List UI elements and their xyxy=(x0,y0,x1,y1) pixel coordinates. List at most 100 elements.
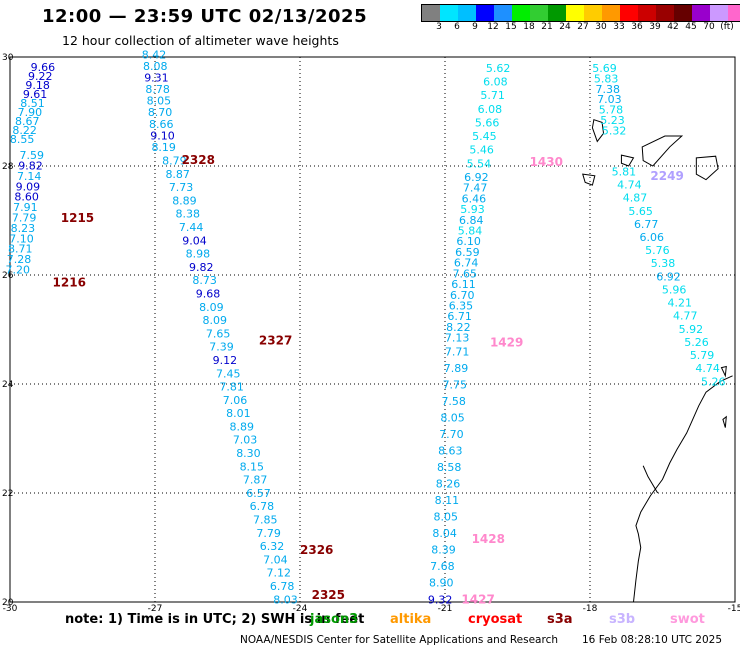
wave-height-value: 8.03 xyxy=(273,593,298,606)
wave-height-value: 6.92 xyxy=(464,171,489,184)
wave-height-value: 5.71 xyxy=(480,89,505,102)
color-scale-label: 45 xyxy=(685,22,697,32)
wave-height-value: 7.20 xyxy=(5,264,30,277)
wave-height-value: 7.39 xyxy=(209,341,234,354)
color-scale-labels: 3 6 9 12 15 18 21 24 27 30 33 36 39 42 45 70 (ft) xyxy=(421,22,740,36)
wave-height-value: 5.38 xyxy=(651,257,676,270)
wave-height-value: 7.14 xyxy=(17,170,42,183)
wave-height-value: 5.81 xyxy=(612,165,637,178)
wave-height-value: 6.71 xyxy=(447,310,472,323)
wave-height-value: 6.78 xyxy=(250,500,275,513)
color-scale-label: 6 xyxy=(454,22,460,32)
wave-height-value: 7.90 xyxy=(18,106,43,119)
wave-height-value: 7.44 xyxy=(179,221,204,234)
color-scale-cell xyxy=(440,5,458,21)
plot-frame xyxy=(9,56,736,603)
pass-time-label: 1430 xyxy=(530,155,563,169)
color-scale-cell xyxy=(566,5,584,21)
wave-height-value: 4.77 xyxy=(673,310,698,323)
wave-height-value: 9.68 xyxy=(196,287,221,300)
wave-height-value: 7.87 xyxy=(243,474,268,487)
pass-time-label: 1427 xyxy=(461,592,494,606)
x-tick-label: -15 xyxy=(728,604,740,614)
y-tick-label: 30 xyxy=(2,53,14,63)
wave-height-value: 9.22 xyxy=(28,70,53,83)
color-scale-cell xyxy=(458,5,476,21)
color-scale-label: 33 xyxy=(613,22,625,32)
wave-height-value: 7.13 xyxy=(445,332,470,345)
wave-height-value: 5.69 xyxy=(592,62,617,75)
wave-height-value: 7.58 xyxy=(441,395,466,408)
wave-height-value: 5.93 xyxy=(460,203,485,216)
island-outline xyxy=(722,415,727,428)
color-scale-cell xyxy=(638,5,656,21)
island-outline xyxy=(695,155,719,181)
y-tick-label: 28 xyxy=(2,162,14,172)
wave-height-value: 7.65 xyxy=(206,327,231,340)
wave-height-value: 5.96 xyxy=(662,283,687,296)
wave-height-value: 8.67 xyxy=(15,115,40,128)
wave-height-value: 7.03 xyxy=(597,93,622,106)
wave-height-value: 5.26 xyxy=(701,375,726,388)
wave-height-value: 8.11 xyxy=(435,494,460,507)
island-outline xyxy=(620,154,635,167)
wave-height-value: 8.42 xyxy=(142,48,167,61)
wave-height-value: 8.79 xyxy=(162,155,187,168)
color-scale-label: 42 xyxy=(667,22,679,32)
wave-height-value: 7.91 xyxy=(13,201,38,214)
wave-height-value: 6.32 xyxy=(260,540,285,553)
wave-height-value: 8.05 xyxy=(434,511,459,524)
satellite-legend-altika: altika xyxy=(390,612,432,627)
x-tick-label: -27 xyxy=(148,604,163,614)
color-scale-cell xyxy=(494,5,512,21)
coastline xyxy=(633,375,733,603)
color-scale-cell xyxy=(602,5,620,21)
wave-height-value: 8.15 xyxy=(240,460,265,473)
wave-height-value: 7.28 xyxy=(7,253,32,266)
color-scale-cell xyxy=(548,5,566,21)
wave-height-value: 7.73 xyxy=(169,181,194,194)
wave-height-value: 8.98 xyxy=(186,248,211,261)
wave-height-value: 7.75 xyxy=(443,378,468,391)
wave-height-value: 6.06 xyxy=(640,231,665,244)
wave-height-value: 9.66 xyxy=(31,61,56,74)
pass-time-label: 1215 xyxy=(61,211,94,225)
wave-height-value: 9.10 xyxy=(150,129,175,142)
wave-height-value: 8.08 xyxy=(143,60,168,73)
x-tick-label: -24 xyxy=(293,604,308,614)
wave-height-value: 8.38 xyxy=(176,208,201,221)
pass-time-label: 2249 xyxy=(650,169,683,183)
footer-note: note: 1) Time is in UTC; 2) SWH is in fe… xyxy=(65,612,365,627)
color-scale-bar xyxy=(421,4,740,22)
wave-height-value: 8.89 xyxy=(229,420,254,433)
satellite-legend-swot: swot xyxy=(670,612,705,627)
wave-height-value: 6.59 xyxy=(455,246,480,259)
satellite-legend-s3a: s3a xyxy=(547,612,573,627)
x-tick-label: -21 xyxy=(438,604,453,614)
wave-height-value: 7.71 xyxy=(445,345,470,358)
wave-height-value: 7.06 xyxy=(223,394,248,407)
wave-height-value: 8.90 xyxy=(429,577,454,590)
wave-height-value: 9.61 xyxy=(23,88,48,101)
color-scale-label: (ft) xyxy=(720,22,734,32)
wave-height-value: 4.74 xyxy=(617,179,642,192)
wave-height-value: 8.73 xyxy=(192,274,217,287)
wave-height-value: 8.05 xyxy=(440,411,465,424)
color-scale-label: 9 xyxy=(472,22,478,32)
wave-height-value: 8.87 xyxy=(165,168,190,181)
wave-height-value: 5.65 xyxy=(628,205,653,218)
wave-height-value: 8.09 xyxy=(199,301,224,314)
color-scale-label: 12 xyxy=(487,22,499,32)
island-outline xyxy=(591,119,605,143)
satellite-legend-cryosat: cryosat xyxy=(468,612,523,627)
wave-height-value: 5.84 xyxy=(458,224,483,237)
wave-height-value: 9.09 xyxy=(16,180,41,193)
wave-height-value: 8.71 xyxy=(8,243,33,256)
wave-height-value: 4.21 xyxy=(667,297,692,310)
color-scale-cell xyxy=(584,5,602,21)
x-tick-label: -30 xyxy=(3,604,18,614)
wave-height-value: 5.92 xyxy=(679,323,704,336)
page-subtitle: 12 hour collection of altimeter wave hei… xyxy=(62,33,339,48)
wave-height-value: 8.22 xyxy=(12,124,37,137)
